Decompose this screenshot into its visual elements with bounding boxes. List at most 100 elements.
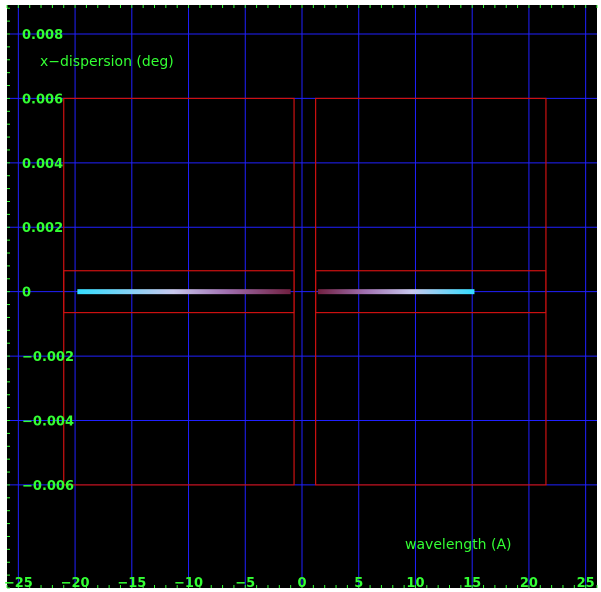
minor-tick-bottom xyxy=(6,585,8,588)
minor-tick-top xyxy=(51,5,53,8)
minor-tick-bottom xyxy=(596,585,598,588)
minor-tick-top xyxy=(131,5,133,8)
minor-tick-left xyxy=(7,291,10,293)
minor-tick-top xyxy=(494,5,496,8)
y-tick-label-2: −0.002 xyxy=(22,350,74,365)
x-tick-label-10: 25 xyxy=(577,576,595,591)
minor-tick-top xyxy=(244,5,246,8)
minor-tick-bottom xyxy=(585,585,587,588)
minor-tick-top xyxy=(278,5,280,8)
minor-tick-left xyxy=(7,149,10,151)
x-tick-labels: −25 −20 −15 −10 −5 0 5 10 15 20 25 xyxy=(4,576,595,591)
minor-tick-left xyxy=(7,136,10,138)
minor-tick-bottom xyxy=(539,585,541,588)
minor-tick-bottom xyxy=(346,585,348,588)
minor-tick-bottom xyxy=(573,585,575,588)
y-tick-label-5: 0.004 xyxy=(22,157,63,172)
minor-tick-left xyxy=(7,510,10,512)
minor-tick-left xyxy=(7,316,10,318)
minor-tick-top xyxy=(29,5,31,8)
region-box-3 xyxy=(315,270,547,314)
y-tick-labels: −0.006 −0.004 −0.002 0 0.002 0.004 0.006 0.008 xyxy=(22,28,74,494)
minor-tick-top xyxy=(505,5,507,8)
minor-tick-left xyxy=(7,59,10,61)
minor-tick-bottom xyxy=(403,585,405,588)
minor-tick-top xyxy=(551,5,553,8)
minor-tick-left xyxy=(7,484,10,486)
minor-tick-left xyxy=(7,213,10,215)
minor-tick-top xyxy=(562,5,564,8)
series-line-1 xyxy=(317,289,475,295)
minor-tick-top xyxy=(449,5,450,8)
minor-tick-left xyxy=(7,72,10,74)
minor-tick-bottom xyxy=(29,585,31,588)
minor-tick-left xyxy=(7,239,10,241)
minor-tick-bottom xyxy=(210,585,212,588)
minor-tick-bottom xyxy=(74,585,76,588)
minor-tick-bottom xyxy=(460,585,462,588)
x-axis-label: wavelength (A) xyxy=(405,537,512,553)
minor-tick-top xyxy=(17,5,19,8)
minor-tick-left xyxy=(7,548,10,550)
y-tick-label-7: 0.008 xyxy=(22,28,63,43)
x-tick-label-1: −20 xyxy=(61,576,90,591)
minor-tick-top xyxy=(517,5,519,8)
minor-tick-bottom xyxy=(233,585,235,588)
y-axis-label: x−dispersion (deg) xyxy=(40,54,174,70)
x-tick-label-3: −10 xyxy=(174,576,203,591)
minor-tick-left xyxy=(7,471,10,473)
minor-tick-bottom xyxy=(267,585,269,588)
minor-tick-left xyxy=(7,574,10,576)
x-tick-label-9: 20 xyxy=(520,576,538,591)
minor-tick-top xyxy=(324,5,326,8)
minor-tick-left xyxy=(7,265,10,267)
minor-tick-top xyxy=(596,5,598,8)
minor-tick-bottom xyxy=(312,585,314,588)
regions xyxy=(63,97,547,486)
minor-tick-left xyxy=(7,587,10,589)
minor-tick-bottom xyxy=(244,585,246,588)
minor-tick-bottom xyxy=(494,585,496,588)
minor-tick-left xyxy=(7,33,10,35)
minor-tick-bottom xyxy=(165,585,167,588)
minor-tick-left xyxy=(7,381,10,383)
minor-tick-left xyxy=(7,123,10,125)
minor-tick-left xyxy=(7,226,10,228)
x-tick-label-7: 10 xyxy=(406,576,424,591)
minor-tick-bottom xyxy=(369,585,371,588)
minor-tick-bottom xyxy=(562,585,564,588)
minor-tick-bottom xyxy=(324,585,326,588)
minor-tick-bottom xyxy=(256,585,258,588)
minor-tick-top xyxy=(154,5,155,8)
minor-tick-top xyxy=(40,5,42,8)
minor-tick-top xyxy=(74,5,76,8)
minor-tick-bottom xyxy=(131,585,133,588)
minor-tick-left xyxy=(7,252,10,254)
minor-tick-left xyxy=(7,200,10,202)
minor-tick-bottom xyxy=(551,585,553,588)
minor-tick-left xyxy=(7,46,10,48)
minor-tick-top xyxy=(85,5,87,8)
minor-tick-bottom xyxy=(63,585,65,588)
minor-tick-left xyxy=(7,175,10,177)
minor-tick-top xyxy=(97,5,99,8)
minor-tick-left xyxy=(7,304,10,306)
minor-tick-bottom xyxy=(380,585,382,588)
minor-tick-top xyxy=(6,5,8,8)
minor-tick-top xyxy=(210,5,212,8)
minor-tick-top xyxy=(222,5,224,8)
minor-tick-left xyxy=(7,188,10,190)
minor-tick-left xyxy=(7,407,10,409)
minor-tick-left xyxy=(7,368,10,370)
minor-tick-bottom xyxy=(290,585,292,588)
minor-tick-top xyxy=(392,5,394,8)
minor-tick-bottom xyxy=(392,585,394,588)
minor-tick-left xyxy=(7,20,10,22)
minor-tick-bottom xyxy=(528,585,530,588)
minor-tick-bottom xyxy=(199,585,201,588)
minor-tick-top xyxy=(437,5,439,8)
minor-tick-left xyxy=(7,523,10,525)
grid xyxy=(7,5,597,588)
minor-tick-bottom xyxy=(108,585,110,588)
